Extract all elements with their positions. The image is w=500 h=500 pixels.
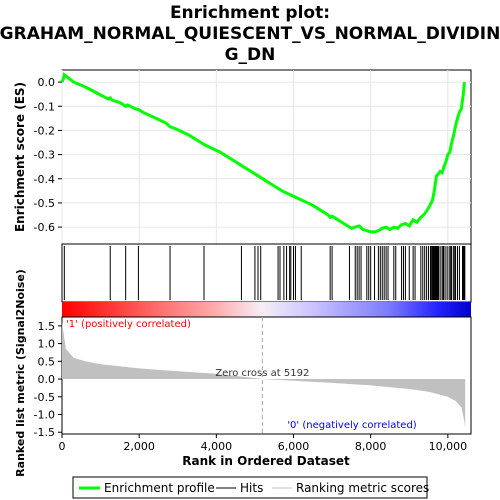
metric-y-tick-label: 1.0 [38, 338, 56, 351]
metric-y-tick-label: 0.0 [38, 373, 56, 386]
x-axis-label: Rank in Ordered Dataset [182, 454, 350, 468]
es-y-tick-label: -0.4 [34, 173, 55, 186]
es-y-tick-label: -0.2 [34, 124, 55, 137]
ranking-metric-area [62, 322, 466, 429]
es-y-axis: 0.0 -0.1 -0.2 -0.3 -0.4 -0.5 -0.6 [34, 76, 62, 234]
legend-box [72, 476, 428, 499]
x-tick-label: 8,000 [355, 440, 387, 453]
x-tick-label: 10,000 [429, 440, 468, 453]
x-axis: 0 2,000 4,000 6,000 8,000 10,000 [59, 434, 468, 453]
metric-y-tick-label: 1.5 [38, 320, 56, 333]
rank-color-bar [62, 302, 471, 317]
title-line-3: G_DN [225, 45, 276, 65]
x-tick-label: 0 [59, 440, 66, 453]
title-line-1: Enrichment plot: [170, 3, 330, 23]
legend-metric-label: Ranking metric scores [296, 481, 429, 495]
chart-title: Enrichment plot: GRAHAM_NORMAL_QUIESCENT… [0, 3, 500, 65]
metric-y-tick-label: -1.0 [34, 409, 55, 422]
metric-y-axis-label: Ranked list metric (Signal2Noise) [14, 269, 27, 477]
zero-cross-label: Zero cross at 5192 [215, 368, 309, 379]
es-y-tick-label: -0.6 [34, 221, 55, 234]
es-y-tick-label: -0.1 [34, 100, 55, 113]
es-y-tick-label: 0.0 [38, 76, 56, 89]
x-tick-label: 2,000 [123, 440, 155, 453]
hits-panel-frame [61, 243, 472, 303]
positive-correlated-label: '1' (positively correlated) [66, 319, 191, 330]
enrichment-profile-line [60, 72, 466, 234]
es-y-tick-label: -0.5 [34, 197, 55, 210]
legend-hits-label: Hits [240, 481, 263, 495]
es-y-axis-label: Enrichment score (ES) [13, 82, 27, 232]
metric-y-tick-label: 0.5 [38, 355, 56, 368]
es-y-tick-label: -0.3 [34, 149, 55, 162]
hits-marks [63, 246, 466, 300]
x-tick-label: 4,000 [201, 440, 233, 453]
x-tick-label: 6,000 [278, 440, 310, 453]
legend-enrichment-label: Enrichment profile [104, 481, 215, 495]
negative-correlated-label: '0' (negatively correlated) [287, 420, 416, 431]
title-line-2: GRAHAM_NORMAL_QUIESCENT_VS_NORMAL_DIVIDI… [0, 24, 500, 44]
metric-y-axis: 1.5 1.0 0.5 0.0 -0.5 -1.0 -1.5 [34, 320, 62, 439]
metric-y-tick-label: -1.5 [34, 426, 55, 439]
metric-y-tick-label: -0.5 [34, 391, 55, 404]
es-panel-frame [61, 69, 472, 245]
